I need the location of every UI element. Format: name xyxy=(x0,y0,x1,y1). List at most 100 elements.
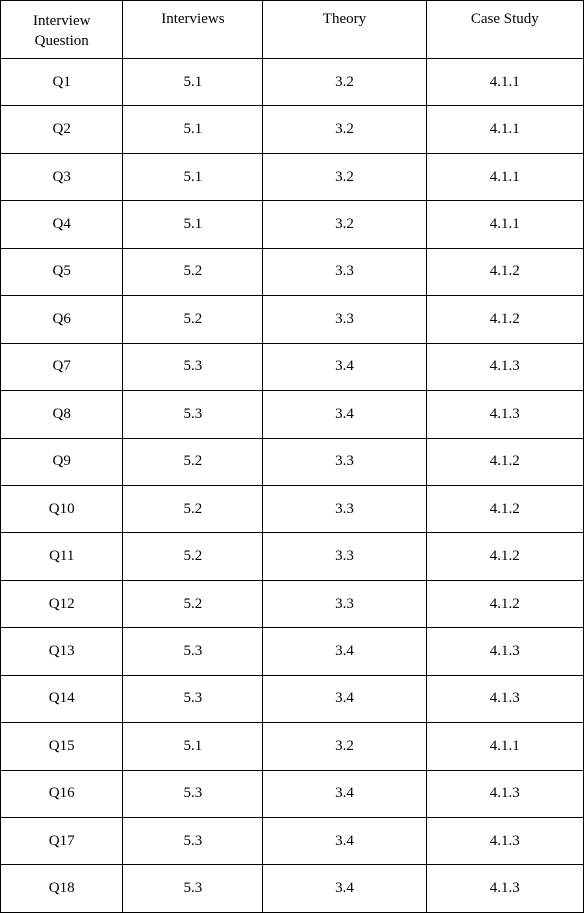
cell-case-study: 4.1.3 xyxy=(426,391,583,438)
cell-case-study: 4.1.3 xyxy=(426,818,583,865)
cell-case-study: 4.1.1 xyxy=(426,106,583,153)
cell-question: Q11 xyxy=(1,533,123,580)
table-row: Q25.13.24.1.1 xyxy=(1,106,584,153)
cell-case-study: 4.1.3 xyxy=(426,343,583,390)
cell-question: Q12 xyxy=(1,580,123,627)
cell-question: Q2 xyxy=(1,106,123,153)
cell-case-study: 4.1.3 xyxy=(426,675,583,722)
cell-interviews: 5.1 xyxy=(123,153,263,200)
cell-question: Q8 xyxy=(1,391,123,438)
cell-theory: 3.4 xyxy=(263,391,426,438)
cell-question: Q15 xyxy=(1,723,123,770)
cell-theory: 3.3 xyxy=(263,580,426,627)
cell-interviews: 5.1 xyxy=(123,201,263,248)
cell-theory: 3.3 xyxy=(263,296,426,343)
cell-interviews: 5.2 xyxy=(123,485,263,532)
table-row: Q55.23.34.1.2 xyxy=(1,248,584,295)
cell-case-study: 4.1.3 xyxy=(426,770,583,817)
cell-interviews: 5.1 xyxy=(123,723,263,770)
cell-theory: 3.3 xyxy=(263,533,426,580)
cell-interviews: 5.2 xyxy=(123,296,263,343)
table-row: Q155.13.24.1.1 xyxy=(1,723,584,770)
cell-theory: 3.4 xyxy=(263,865,426,913)
table-body: Q15.13.24.1.1Q25.13.24.1.1Q35.13.24.1.1Q… xyxy=(1,59,584,913)
cell-case-study: 4.1.1 xyxy=(426,59,583,106)
cell-case-study: 4.1.2 xyxy=(426,485,583,532)
cell-case-study: 4.1.2 xyxy=(426,248,583,295)
col-header-theory: Theory xyxy=(263,1,426,59)
col-header-question-line2: Question xyxy=(35,33,89,49)
table-row: Q115.23.34.1.2 xyxy=(1,533,584,580)
cell-theory: 3.2 xyxy=(263,153,426,200)
cell-interviews: 5.3 xyxy=(123,675,263,722)
cell-question: Q14 xyxy=(1,675,123,722)
cell-question: Q16 xyxy=(1,770,123,817)
cell-interviews: 5.2 xyxy=(123,438,263,485)
col-header-interviews: Interviews xyxy=(123,1,263,59)
cell-theory: 3.2 xyxy=(263,59,426,106)
cell-question: Q6 xyxy=(1,296,123,343)
table-row: Q45.13.24.1.1 xyxy=(1,201,584,248)
cell-question: Q9 xyxy=(1,438,123,485)
table-row: Q145.33.44.1.3 xyxy=(1,675,584,722)
cell-case-study: 4.1.1 xyxy=(426,723,583,770)
cell-question: Q7 xyxy=(1,343,123,390)
cell-question: Q18 xyxy=(1,865,123,913)
table-row: Q135.33.44.1.3 xyxy=(1,628,584,675)
cell-interviews: 5.3 xyxy=(123,865,263,913)
table-row: Q165.33.44.1.3 xyxy=(1,770,584,817)
table-row: Q95.23.34.1.2 xyxy=(1,438,584,485)
cell-case-study: 4.1.1 xyxy=(426,153,583,200)
cell-question: Q5 xyxy=(1,248,123,295)
cell-theory: 3.2 xyxy=(263,106,426,153)
cell-theory: 3.3 xyxy=(263,485,426,532)
table-row: Q15.13.24.1.1 xyxy=(1,59,584,106)
cell-theory: 3.4 xyxy=(263,675,426,722)
cell-theory: 3.2 xyxy=(263,201,426,248)
table-row: Q35.13.24.1.1 xyxy=(1,153,584,200)
col-header-question: Interview Question xyxy=(1,1,123,59)
table-row: Q175.33.44.1.3 xyxy=(1,818,584,865)
col-header-case-label: Case Study xyxy=(471,11,539,27)
table-row: Q75.33.44.1.3 xyxy=(1,343,584,390)
cell-interviews: 5.3 xyxy=(123,818,263,865)
col-header-theory-label: Theory xyxy=(323,11,366,27)
cell-theory: 3.4 xyxy=(263,770,426,817)
cell-question: Q17 xyxy=(1,818,123,865)
cell-question: Q10 xyxy=(1,485,123,532)
cell-interviews: 5.2 xyxy=(123,580,263,627)
cell-question: Q4 xyxy=(1,201,123,248)
cell-theory: 3.4 xyxy=(263,628,426,675)
cell-interviews: 5.3 xyxy=(123,628,263,675)
cell-question: Q3 xyxy=(1,153,123,200)
cell-interviews: 5.2 xyxy=(123,533,263,580)
col-header-interviews-label: Interviews xyxy=(161,11,224,27)
cell-case-study: 4.1.3 xyxy=(426,865,583,913)
cell-interviews: 5.1 xyxy=(123,59,263,106)
table-row: Q65.23.34.1.2 xyxy=(1,296,584,343)
interview-question-table: Interview Question Interviews Theory Cas… xyxy=(0,0,584,913)
cell-case-study: 4.1.2 xyxy=(426,296,583,343)
cell-interviews: 5.2 xyxy=(123,248,263,295)
cell-case-study: 4.1.2 xyxy=(426,533,583,580)
cell-case-study: 4.1.3 xyxy=(426,628,583,675)
cell-theory: 3.4 xyxy=(263,818,426,865)
cell-interviews: 5.3 xyxy=(123,391,263,438)
table-row: Q105.23.34.1.2 xyxy=(1,485,584,532)
cell-question: Q13 xyxy=(1,628,123,675)
table-row: Q185.33.44.1.3 xyxy=(1,865,584,913)
cell-interviews: 5.1 xyxy=(123,106,263,153)
cell-theory: 3.4 xyxy=(263,343,426,390)
table-row: Q125.23.34.1.2 xyxy=(1,580,584,627)
cell-question: Q1 xyxy=(1,59,123,106)
table-header-row: Interview Question Interviews Theory Cas… xyxy=(1,1,584,59)
cell-interviews: 5.3 xyxy=(123,343,263,390)
cell-case-study: 4.1.1 xyxy=(426,201,583,248)
cell-theory: 3.3 xyxy=(263,248,426,295)
table-row: Q85.33.44.1.3 xyxy=(1,391,584,438)
col-header-question-line1: Interview xyxy=(33,13,90,29)
cell-case-study: 4.1.2 xyxy=(426,438,583,485)
cell-interviews: 5.3 xyxy=(123,770,263,817)
col-header-case: Case Study xyxy=(426,1,583,59)
cell-case-study: 4.1.2 xyxy=(426,580,583,627)
